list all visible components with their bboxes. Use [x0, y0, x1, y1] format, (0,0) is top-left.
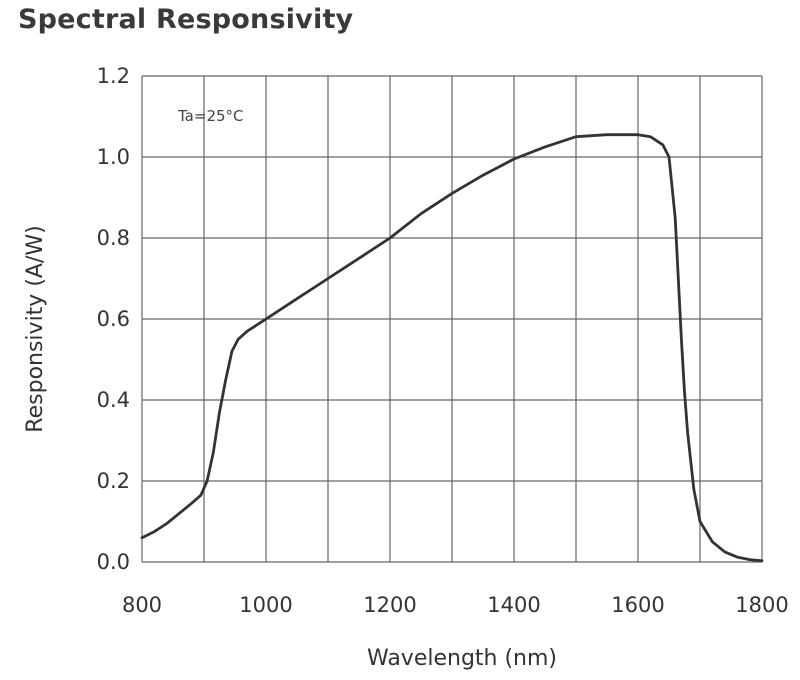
y-tick-label: 1.0	[97, 145, 130, 169]
x-tick-label: 1200	[363, 593, 416, 617]
y-tick-labels: 0.0 0.2 0.4 0.6 0.8 1.0 1.2	[97, 64, 130, 574]
x-tick-label: 1600	[611, 593, 664, 617]
x-tick-label: 1000	[239, 593, 292, 617]
y-tick-label: 0.0	[97, 550, 130, 574]
x-tick-label: 1400	[487, 593, 540, 617]
temperature-annotation: Ta=25°C	[177, 107, 244, 125]
grid-lines	[141, 75, 763, 563]
y-tick-label: 0.8	[97, 226, 130, 250]
y-tick-label: 0.2	[97, 469, 130, 493]
responsivity-series-line	[140, 133, 764, 563]
chart-title: Spectral Responsivity	[18, 4, 354, 35]
y-axis-label: Responsivity (A/W)	[23, 225, 48, 432]
x-tick-label: 1800	[735, 593, 788, 617]
x-tick-label: 800	[122, 593, 162, 617]
x-axis-label: Wavelength (nm)	[367, 646, 557, 671]
x-tick-labels: 800 1000 1200 1400 1600 1800	[122, 593, 789, 617]
y-tick-label: 0.4	[97, 388, 130, 412]
y-tick-label: 0.6	[97, 307, 130, 331]
y-tick-label: 1.2	[97, 64, 130, 88]
